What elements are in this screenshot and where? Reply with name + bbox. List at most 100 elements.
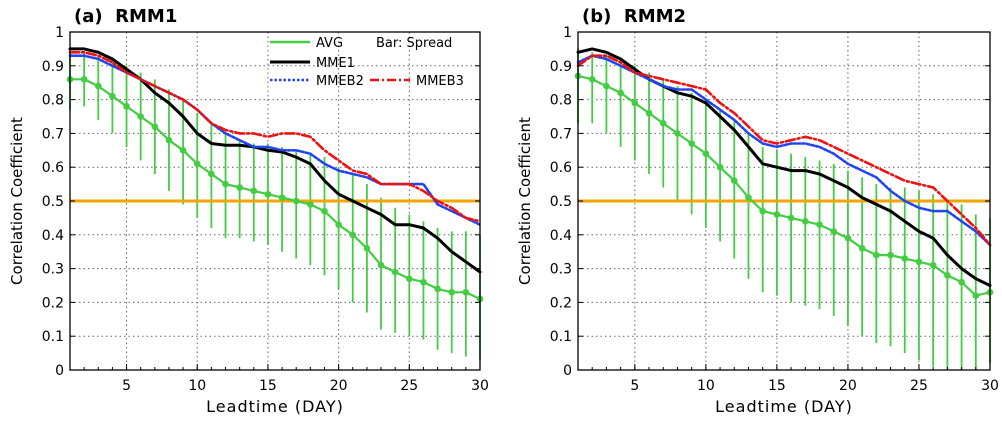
avg-point — [702, 150, 710, 157]
series-line-mmeb3 — [68, 50, 482, 223]
y-tick-label: 0.3 — [550, 262, 572, 278]
avg-point — [406, 275, 413, 283]
x-tick-label: 10 — [188, 378, 206, 394]
avg-point — [264, 190, 272, 198]
avg-point — [915, 258, 923, 266]
legend-label: MME1 — [316, 56, 355, 71]
avg-point — [94, 82, 102, 90]
avg-point — [645, 109, 653, 117]
avg-point — [759, 207, 766, 215]
x-tick-label: 5 — [630, 378, 639, 394]
avg-point — [434, 285, 441, 293]
avg-point — [363, 245, 371, 252]
avg-point — [236, 184, 243, 191]
avg-point — [787, 214, 795, 222]
x-axis: 5 10 15 20 25 30 — [630, 364, 999, 394]
avg-point — [420, 278, 427, 286]
x-tick-label: 30 — [471, 378, 489, 394]
avg-point — [222, 180, 229, 188]
y-tick-label: 0.1 — [550, 329, 572, 345]
avg-point — [887, 251, 894, 259]
avg-point — [151, 123, 159, 130]
avg-point — [165, 136, 173, 144]
avg-point — [830, 228, 838, 235]
avg-point — [391, 268, 399, 276]
y-tick-label: 0.6 — [42, 160, 64, 176]
x-axis-label: Leadtime (DAY) — [206, 397, 344, 416]
avg-point — [802, 217, 809, 225]
avg-point — [80, 76, 88, 83]
y-tick-label: 0.5 — [42, 194, 64, 210]
avg-point — [816, 221, 823, 228]
avg-point — [278, 194, 286, 201]
y-tick-label: 0.8 — [42, 93, 64, 109]
avg-point — [617, 89, 624, 97]
y-tick-label: 1 — [55, 25, 64, 41]
chart-title: (b) RMM2 — [582, 6, 686, 27]
avg-point — [929, 261, 937, 269]
legend-bar-note: Bar: Spread — [376, 36, 452, 51]
legend-item-mmeb3: MMEB3 — [370, 74, 464, 89]
avg-point — [730, 177, 738, 185]
y-tick-label: 0 — [563, 363, 572, 379]
avg-point — [659, 119, 667, 127]
avg-point — [844, 234, 852, 242]
y-tick-label: 0.4 — [42, 228, 64, 244]
avg-point — [901, 255, 909, 262]
avg-point — [716, 163, 724, 171]
avg-point — [873, 251, 880, 259]
avg-point — [448, 288, 456, 296]
y-tick-label: 0.3 — [42, 262, 64, 278]
y-tick-label: 0.8 — [550, 93, 572, 109]
avg-point — [944, 272, 951, 279]
y-axis: 0 0.1 0.2 0.3 0.4 0.5 0.6 0.7 0.8 0.9 1 — [550, 25, 990, 379]
legend-label: MMEB3 — [416, 74, 464, 89]
avg-point — [193, 160, 201, 168]
series-line-mmeb3 — [576, 54, 992, 247]
avg-point — [745, 194, 752, 201]
x-tick-label: 10 — [697, 378, 715, 394]
y-axis-label: Correlation Coefficient — [516, 117, 534, 285]
y-tick-label: 0.7 — [42, 126, 64, 142]
x-tick-label: 20 — [839, 378, 857, 394]
avg-point — [603, 82, 610, 90]
avg-point — [208, 170, 215, 178]
y-tick-label: 0.2 — [42, 295, 64, 311]
avg-point — [631, 99, 639, 107]
avg-point — [377, 261, 385, 269]
y-tick-label: 0.1 — [42, 329, 64, 345]
y-tick-label: 0.9 — [550, 59, 572, 75]
x-tick-label: 15 — [768, 378, 786, 394]
x-axis-label: Leadtime (DAY) — [715, 397, 853, 416]
avg-point — [349, 231, 357, 239]
chart-title: (a) RMM1 — [74, 6, 177, 27]
x-tick-label: 20 — [330, 378, 348, 394]
legend-item-mmeb2: MMEB2 — [270, 74, 364, 89]
avg-point — [858, 245, 866, 252]
legend-item-avg: AVG — [270, 36, 343, 51]
avg-point — [972, 292, 980, 299]
series-line-mmeb2 — [576, 54, 992, 247]
avg-point — [773, 211, 781, 218]
y-tick-label: 0.6 — [550, 160, 572, 176]
y-axis: 0 0.1 0.2 0.3 0.4 0.5 0.6 0.7 0.8 0.9 1 — [42, 25, 480, 379]
y-tick-label: 0.2 — [550, 295, 572, 311]
y-tick-label: 0.5 — [550, 194, 572, 210]
avg-point — [321, 207, 328, 215]
avg-point — [688, 140, 695, 147]
y-axis-label: Correlation Coefficient — [8, 117, 26, 285]
avg-points — [66, 76, 484, 303]
legend-label: MMEB2 — [316, 74, 364, 89]
x-tick-label: 30 — [981, 378, 999, 394]
x-tick-label: 25 — [910, 378, 928, 394]
avg-point — [123, 103, 130, 110]
avg-point — [292, 197, 300, 205]
avg-point — [307, 201, 314, 208]
legend-label: AVG — [316, 36, 343, 51]
legend-item-mme1: MME1 — [270, 56, 355, 71]
avg-point — [250, 187, 258, 195]
avg-point — [462, 288, 470, 296]
panel-rmm1: 00.10.20.30.40.50.60.70.80.915 10 15 20 25 30… — [8, 6, 489, 416]
y-tick-label: 0.9 — [42, 59, 64, 75]
